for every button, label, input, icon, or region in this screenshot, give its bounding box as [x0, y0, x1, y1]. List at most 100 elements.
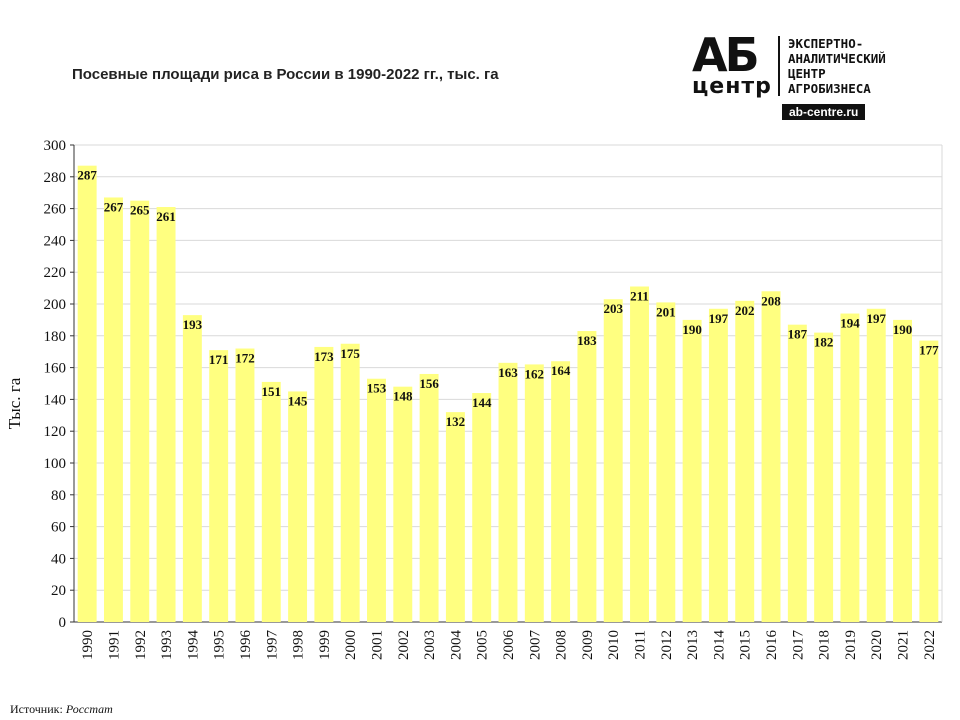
logo-line: АНАЛИТИЧЕСКИЙ: [788, 51, 886, 66]
x-tick-label: 2022: [922, 630, 938, 660]
x-tick-label: 1991: [106, 630, 122, 660]
y-tick-label: 80: [51, 488, 66, 504]
data-label: 182: [814, 335, 834, 350]
data-label: 145: [288, 393, 308, 408]
bar: [288, 391, 308, 622]
data-label: 156: [419, 376, 439, 391]
y-tick-label: 40: [51, 551, 66, 567]
y-tick-label: 120: [44, 424, 67, 440]
bar: [524, 364, 544, 622]
bar: [919, 340, 939, 622]
y-tick-label: 60: [51, 520, 66, 536]
bar: [445, 412, 465, 622]
data-label: 183: [577, 333, 597, 348]
x-tick-label: 1998: [291, 630, 307, 660]
data-label: 144: [472, 395, 492, 410]
bar: [314, 346, 334, 622]
x-tick-label: 2007: [527, 630, 543, 661]
data-label: 287: [77, 168, 97, 183]
bar: [577, 331, 597, 622]
x-tick-label: 1992: [133, 630, 149, 660]
bar: [866, 308, 886, 622]
bar: [340, 343, 360, 622]
x-tick-label: 1997: [264, 630, 280, 661]
y-tick-label: 140: [44, 392, 67, 408]
y-tick-label: 260: [44, 202, 67, 218]
data-label: 194: [840, 316, 860, 331]
data-label: 175: [340, 346, 360, 361]
data-label: 201: [656, 304, 676, 319]
x-tick-label: 2004: [448, 630, 464, 661]
y-tick-label: 180: [44, 329, 67, 345]
x-tick-label: 1993: [159, 630, 175, 660]
data-label: 132: [446, 414, 466, 429]
bar: [419, 373, 439, 622]
data-label: 164: [551, 363, 571, 378]
data-label: 267: [104, 199, 124, 214]
ab-centre-logo: АБ центр ЭКСПЕРТНО- АНАЛИТИЧЕСКИЙ ЦЕНТР …: [690, 28, 950, 124]
bar: [77, 165, 97, 623]
bar: [367, 378, 386, 622]
bar: [498, 362, 518, 622]
bar: [261, 381, 281, 622]
x-tick-label: 2013: [685, 630, 701, 660]
bar: [630, 286, 649, 622]
x-tick-label: 2000: [343, 630, 359, 660]
y-tick-label: 100: [44, 456, 67, 472]
x-tick-label: 2018: [817, 630, 833, 660]
x-tick-label: 2017: [790, 630, 806, 661]
bar: [551, 361, 571, 622]
x-tick-label: 1994: [185, 630, 201, 661]
x-tick-label: 2019: [843, 630, 859, 660]
x-tick-label: 2011: [633, 630, 649, 659]
bar-chart: 0 20 40 60 80 100 120 140 160 180 200 220 240 260 280 3…: [5, 138, 943, 661]
y-tick-label: 0: [59, 615, 67, 631]
data-label: 190: [682, 322, 702, 337]
logo-line: ЦЕНТР: [788, 66, 826, 81]
y-tick-label: 200: [44, 297, 67, 313]
bar: [103, 197, 123, 622]
data-label: 163: [498, 365, 518, 380]
x-tick-label: 2002: [396, 630, 412, 660]
bar: [761, 291, 781, 622]
bar: [393, 386, 413, 622]
logo-line: АГРОБИЗНЕСА: [788, 81, 871, 96]
data-label: 265: [130, 203, 150, 218]
logo-url: ab-centre.ru: [782, 104, 866, 120]
data-label: 211: [630, 289, 649, 304]
y-axis-label: Тыс. га: [5, 377, 24, 429]
bar: [472, 393, 492, 622]
data-label: 261: [156, 209, 176, 224]
data-label: 162: [525, 366, 545, 381]
x-tick-label: 2005: [475, 630, 491, 660]
data-label: 177: [919, 343, 939, 358]
logo-divider: [778, 36, 780, 96]
x-tick-label: 2020: [869, 630, 885, 660]
y-tick-label: 240: [44, 233, 67, 249]
x-tick-label: 2008: [554, 630, 570, 660]
data-label: 202: [735, 303, 755, 318]
chart-title: Посевные площади риса в России в 1990-20…: [72, 66, 499, 83]
x-tick-label: 1995: [212, 630, 228, 660]
x-tick-label: 2016: [764, 630, 780, 661]
bar: [130, 200, 150, 622]
bar: [603, 299, 623, 622]
data-label: 148: [393, 389, 413, 404]
data-label: 171: [209, 352, 229, 367]
x-tick-label: 2014: [711, 630, 727, 661]
x-tick-label: 1999: [317, 630, 333, 660]
data-label: 172: [235, 351, 255, 366]
data-label: 173: [314, 349, 334, 364]
x-tick-label: 2003: [422, 630, 438, 660]
bar: [182, 315, 202, 622]
source-note: Источник: Росстат: [10, 702, 113, 717]
y-tick-label: 280: [44, 170, 67, 186]
data-label: 208: [761, 293, 781, 308]
logo-mark-top: АБ: [692, 28, 760, 82]
x-tick-label: 2001: [369, 630, 385, 660]
y-tick-label: 20: [51, 583, 66, 599]
bar: [814, 332, 834, 622]
y-tick-label: 160: [44, 361, 67, 377]
data-label: 153: [367, 381, 387, 396]
bar: [787, 324, 807, 622]
